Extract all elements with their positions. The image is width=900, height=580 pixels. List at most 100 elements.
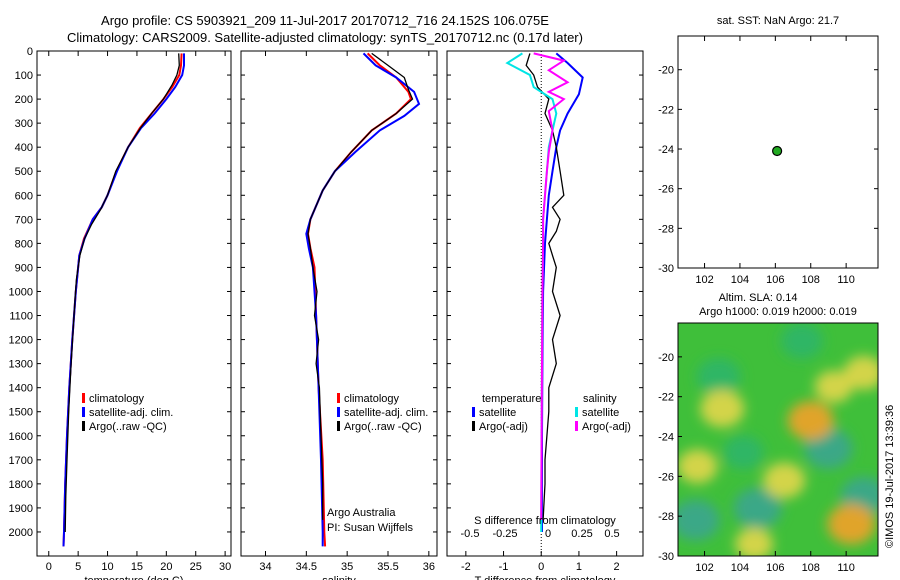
temperature-legend-label-1: satellite-adj. clim. — [89, 407, 173, 419]
timestamp-stamp: ©IMOS 19-Jul-2017 13:39:36 — [884, 405, 896, 548]
location-xtick-label-2: 106 — [766, 274, 784, 286]
sla-map-blob-10 — [763, 462, 806, 499]
difference-right-legend-label-1: Argo(-adj) — [582, 421, 631, 433]
sla-map-xtick-label-0: 102 — [695, 562, 713, 574]
location-ytick-label-2: -24 — [658, 144, 674, 156]
salinity-xlabel: salinity — [322, 575, 356, 580]
difference-x2label: S difference from climatology — [474, 515, 616, 527]
temperature-ytick-label-19: 1900 — [9, 503, 33, 515]
salinity-xtick-label-0: 34 — [259, 561, 271, 573]
sla-map-blob-11 — [843, 355, 878, 390]
sla-map-blob-5 — [780, 323, 823, 359]
temperature-ytick-label-3: 300 — [15, 118, 33, 130]
temperature-xtick-label-6: 30 — [219, 561, 231, 573]
temperature-ytick-label-2: 200 — [15, 94, 33, 106]
difference-right-legend-swatch-1 — [575, 421, 578, 431]
temperature-ytick-label-9: 900 — [15, 262, 33, 274]
salinity-frame — [240, 50, 438, 557]
temperature-xtick-label-5: 25 — [190, 561, 202, 573]
location-ytick-label-3: -26 — [658, 184, 674, 196]
sla-map-ytick-label-2: -24 — [658, 432, 674, 444]
temperature-legend-swatch-1 — [82, 407, 85, 417]
location-ytick-label-1: -22 — [658, 104, 674, 116]
difference-x2tick-label-4: 0.5 — [604, 528, 619, 540]
salinity-legend-label-1: satellite-adj. clim. — [344, 407, 428, 419]
sla-map-xtick-label-3: 108 — [802, 562, 820, 574]
temperature-ytick-label-14: 1400 — [9, 383, 33, 395]
location-xtick-label-3: 108 — [802, 274, 820, 286]
temperature-frame — [36, 50, 232, 557]
temperature-ytick-label-13: 1300 — [9, 359, 33, 371]
sla-map-blob-1 — [733, 487, 782, 529]
sla-map-blob-9 — [700, 389, 745, 428]
temperature-ytick-label-20: 2000 — [9, 527, 33, 539]
location-ytick-label-4: -28 — [658, 223, 674, 235]
temperature-ytick-label-11: 1100 — [9, 311, 33, 323]
sla-map-blob-8 — [827, 503, 876, 545]
difference-x2tick-label-3: 0.25 — [571, 528, 592, 540]
difference-legend-title-left: temperature — [482, 393, 541, 405]
temperature-ytick-label-7: 700 — [15, 214, 33, 226]
temperature-line-1 — [62, 53, 185, 547]
salinity-line-0 — [306, 52, 413, 547]
sla-map-ytick-label-0: -20 — [658, 352, 674, 364]
difference-xlabel: T difference from climatology — [475, 575, 616, 580]
salinity-xtick-label-3: 35.5 — [377, 561, 398, 573]
location-point-0 — [772, 145, 783, 157]
sla-map-field — [678, 323, 878, 556]
temperature-ytick-label-16: 1600 — [9, 431, 33, 443]
difference-line-1 — [525, 53, 565, 520]
salinity-legend-swatch-2 — [337, 421, 340, 431]
temperature-xtick-label-4: 20 — [160, 561, 172, 573]
salinity-line-2 — [307, 52, 414, 520]
temperature-legend-swatch-2 — [82, 421, 85, 431]
difference-frame — [446, 50, 644, 557]
salinity-xtick-label-2: 35 — [341, 561, 353, 573]
temperature-series-group — [62, 53, 185, 547]
difference-line-2 — [505, 52, 558, 533]
difference-left-legend-swatch-1 — [472, 421, 475, 431]
location-xtick-label-4: 110 — [837, 274, 855, 286]
sla-map-title-line1: Altim. SLA: 0.14 — [719, 292, 798, 304]
difference-right-legend-swatch-0 — [575, 407, 578, 417]
salinity-legend-label-2: Argo(..raw -QC) — [344, 421, 422, 433]
difference-right-legend-label-0: satellite — [582, 407, 619, 419]
sla-map-xtick-label-2: 106 — [766, 562, 784, 574]
temperature-line-2 — [64, 53, 180, 533]
difference-series-group — [505, 52, 584, 533]
temperature-xtick-label-1: 5 — [75, 561, 81, 573]
temperature-legend-swatch-0 — [82, 393, 85, 403]
difference-x2tick-label-1: -0.25 — [492, 528, 517, 540]
temperature-ytick-label-10: 1000 — [9, 286, 33, 298]
difference-line-0 — [541, 52, 584, 532]
difference-xtick-label-3: 1 — [576, 561, 582, 573]
temperature-xtick-label-2: 10 — [101, 561, 113, 573]
salinity-xtick-label-1: 34.5 — [296, 561, 317, 573]
figure-title-line1: Argo profile: CS 5903921_209 11-Jul-2017… — [101, 13, 549, 28]
difference-x2tick-label-0: -0.5 — [461, 528, 480, 540]
difference-line-3 — [533, 52, 570, 520]
difference-xtick-label-2: 0 — [538, 561, 544, 573]
temperature-ytick-label-17: 1700 — [9, 455, 33, 467]
location-title: sat. SST: NaN Argo: 21.7 — [717, 15, 839, 27]
temperature-line-0 — [62, 53, 183, 547]
sla-map-ytick-label-5: -30 — [658, 551, 674, 563]
difference-left-legend-swatch-0 — [472, 407, 475, 417]
temperature-ytick-label-18: 1800 — [9, 479, 33, 491]
sla-map-xtick-label-4: 110 — [837, 562, 855, 574]
temperature-xlabel: temperature (deg C) — [84, 575, 183, 580]
sla-map-blob-0 — [678, 499, 720, 541]
difference-x2tick-label-2: 0 — [545, 528, 551, 540]
temperature-ytick-label-1: 100 — [15, 70, 33, 82]
credit-label: Argo Australia — [327, 507, 396, 519]
difference-left-legend-label-0: satellite — [479, 407, 516, 419]
temperature-ytick-label-5: 500 — [15, 166, 33, 178]
location-ytick-label-0: -20 — [658, 65, 674, 77]
location-xtick-label-0: 102 — [695, 274, 713, 286]
sla-map-blob-6 — [723, 435, 764, 470]
temperature-ytick-label-8: 800 — [15, 238, 33, 250]
salinity-legend-swatch-0 — [337, 393, 340, 403]
temperature-xtick-label-0: 0 — [46, 561, 52, 573]
sla-map-frame — [677, 322, 879, 557]
